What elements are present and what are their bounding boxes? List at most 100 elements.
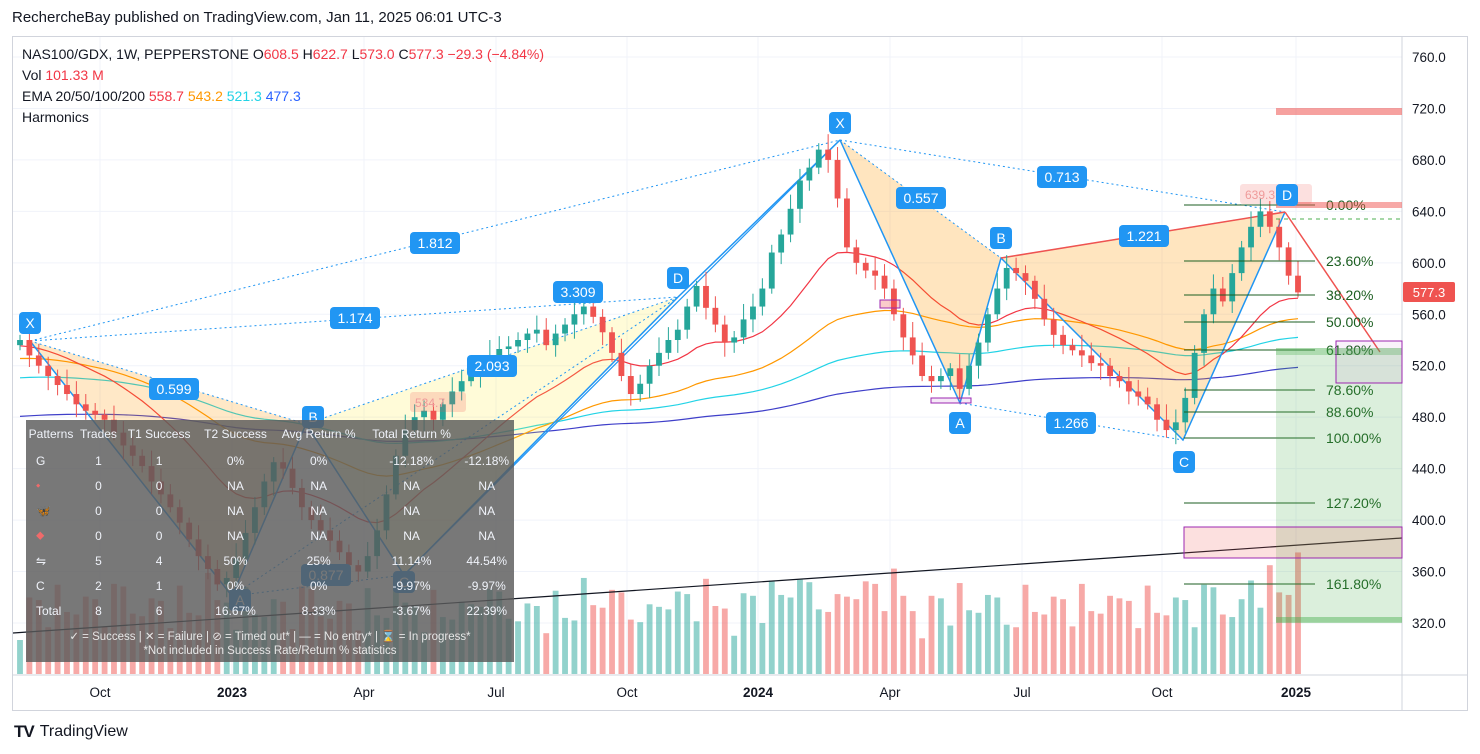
candle-body xyxy=(82,404,89,411)
volume-bar xyxy=(627,619,634,674)
candle-body xyxy=(665,340,672,353)
fib-label: 38.20% xyxy=(1326,287,1373,303)
volume-bar xyxy=(900,595,907,674)
time-tick-label: 2024 xyxy=(743,685,774,700)
ratio-badge xyxy=(1037,166,1087,188)
pattern-point-badge xyxy=(949,412,971,434)
price-tick-label: 480.0 xyxy=(1412,410,1446,425)
price-tick-label: 360.0 xyxy=(1412,565,1446,580)
pattern-point-badge xyxy=(1276,184,1298,206)
price-tick-label: 400.0 xyxy=(1412,513,1446,528)
volume-bar xyxy=(712,606,719,674)
stats-cell: 0 xyxy=(95,528,102,543)
candle-body xyxy=(928,376,935,382)
price-tick-label: 760.0 xyxy=(1412,50,1446,65)
stats-cell: 0% xyxy=(226,578,245,593)
stats-cell: NA xyxy=(403,528,420,543)
stats-cell: 2 xyxy=(95,578,102,593)
pattern-fill xyxy=(840,140,1001,403)
volume-bar xyxy=(1172,597,1179,674)
entry-line xyxy=(1276,348,1402,355)
stats-header: T1 Success xyxy=(127,427,191,441)
pattern-point-badge xyxy=(1173,451,1195,473)
ratio-badge xyxy=(467,355,517,377)
symbol-label[interactable]: NAS100/GDX, 1W, PEPPERSTONE xyxy=(22,46,249,62)
pattern-point-label: D xyxy=(1282,187,1292,203)
prz-line xyxy=(1276,202,1402,208)
volume-bar xyxy=(1041,614,1048,674)
pattern-point-label: B xyxy=(996,230,1005,246)
stats-row: ⬩ 0 0 NA NA NA NA xyxy=(26,473,514,498)
volume-bar xyxy=(872,583,879,674)
candle-body xyxy=(1285,247,1292,276)
volume-bar xyxy=(797,579,803,674)
fib-label: 61.80% xyxy=(1326,342,1373,358)
candle-body xyxy=(618,352,625,377)
volume-bar xyxy=(919,638,926,674)
high-label: H xyxy=(302,46,313,62)
vol-label[interactable]: Vol xyxy=(22,67,42,83)
volume-bar xyxy=(740,593,747,674)
ratio-label: 1.174 xyxy=(337,310,372,326)
candle-body xyxy=(1125,381,1132,392)
candle-body xyxy=(1031,280,1038,299)
stats-cell: 1 xyxy=(95,453,102,468)
volume-bar xyxy=(1266,565,1273,674)
pattern-ratio-line xyxy=(839,139,1002,259)
fib-label: 127.20% xyxy=(1326,495,1381,511)
candle-body xyxy=(1135,391,1142,397)
stats-cell: 0% xyxy=(309,578,328,593)
ratio-label: 0.713 xyxy=(1044,169,1079,185)
candle-body xyxy=(1050,319,1057,335)
time-tick-label: Apr xyxy=(353,685,375,700)
volume-bar xyxy=(853,599,860,674)
candle-body xyxy=(1003,267,1010,289)
candle-body xyxy=(17,340,23,346)
candle-body xyxy=(64,385,70,395)
volume-bar xyxy=(994,597,1001,674)
candle-body xyxy=(496,349,503,356)
candle-body xyxy=(1041,298,1048,320)
stats-footnote: *Not included in Success Rate/Return % s… xyxy=(143,645,397,657)
volume-bar xyxy=(1125,600,1132,674)
butterfly-icon: 🦋 xyxy=(36,503,51,518)
tradingview-brand[interactable]: TV TradingView xyxy=(14,722,128,742)
volume-bar xyxy=(1050,596,1057,674)
price-tick-label: 520.0 xyxy=(1412,359,1446,374)
candle-body xyxy=(1201,314,1207,353)
candle-body xyxy=(721,324,728,343)
candle-body xyxy=(806,167,813,181)
prz-box xyxy=(930,397,972,404)
chart-frame[interactable] xyxy=(12,36,1468,711)
volume-bar xyxy=(1078,583,1085,674)
stats-cell: 0% xyxy=(226,453,245,468)
volume-bar xyxy=(1248,580,1254,674)
volume-bar xyxy=(975,612,982,674)
ema-label[interactable]: EMA 20/50/100/200 xyxy=(22,88,145,104)
price-tick-label: 640.0 xyxy=(1412,204,1446,219)
volume-bar xyxy=(1088,611,1095,674)
candle-body xyxy=(552,333,559,346)
ema100-line xyxy=(19,336,1299,445)
volume-bar xyxy=(1229,617,1236,674)
candle-body xyxy=(872,270,879,276)
change-value: −29.3 (−4.84%) xyxy=(447,46,545,62)
candle-body xyxy=(787,208,794,235)
stats-cell: 44.54% xyxy=(466,553,508,568)
candle-body xyxy=(449,391,456,405)
ratio-badge xyxy=(410,232,460,254)
ema20-value: 558.7 xyxy=(148,88,184,104)
candle-body xyxy=(1191,352,1198,398)
candle-body xyxy=(515,340,521,347)
candle-body xyxy=(1248,226,1254,248)
volume-bar xyxy=(984,594,991,674)
prz-label: 639.3 xyxy=(1245,188,1275,202)
harmonics-label[interactable]: Harmonics xyxy=(22,109,89,125)
ratio-label: 1.266 xyxy=(1053,415,1088,431)
target-zone xyxy=(1276,355,1402,622)
candle-body xyxy=(1107,365,1113,377)
high-value: 622.7 xyxy=(312,46,348,62)
candle-body xyxy=(881,275,888,289)
volume-bar xyxy=(731,635,738,674)
volume-bar xyxy=(787,597,794,674)
